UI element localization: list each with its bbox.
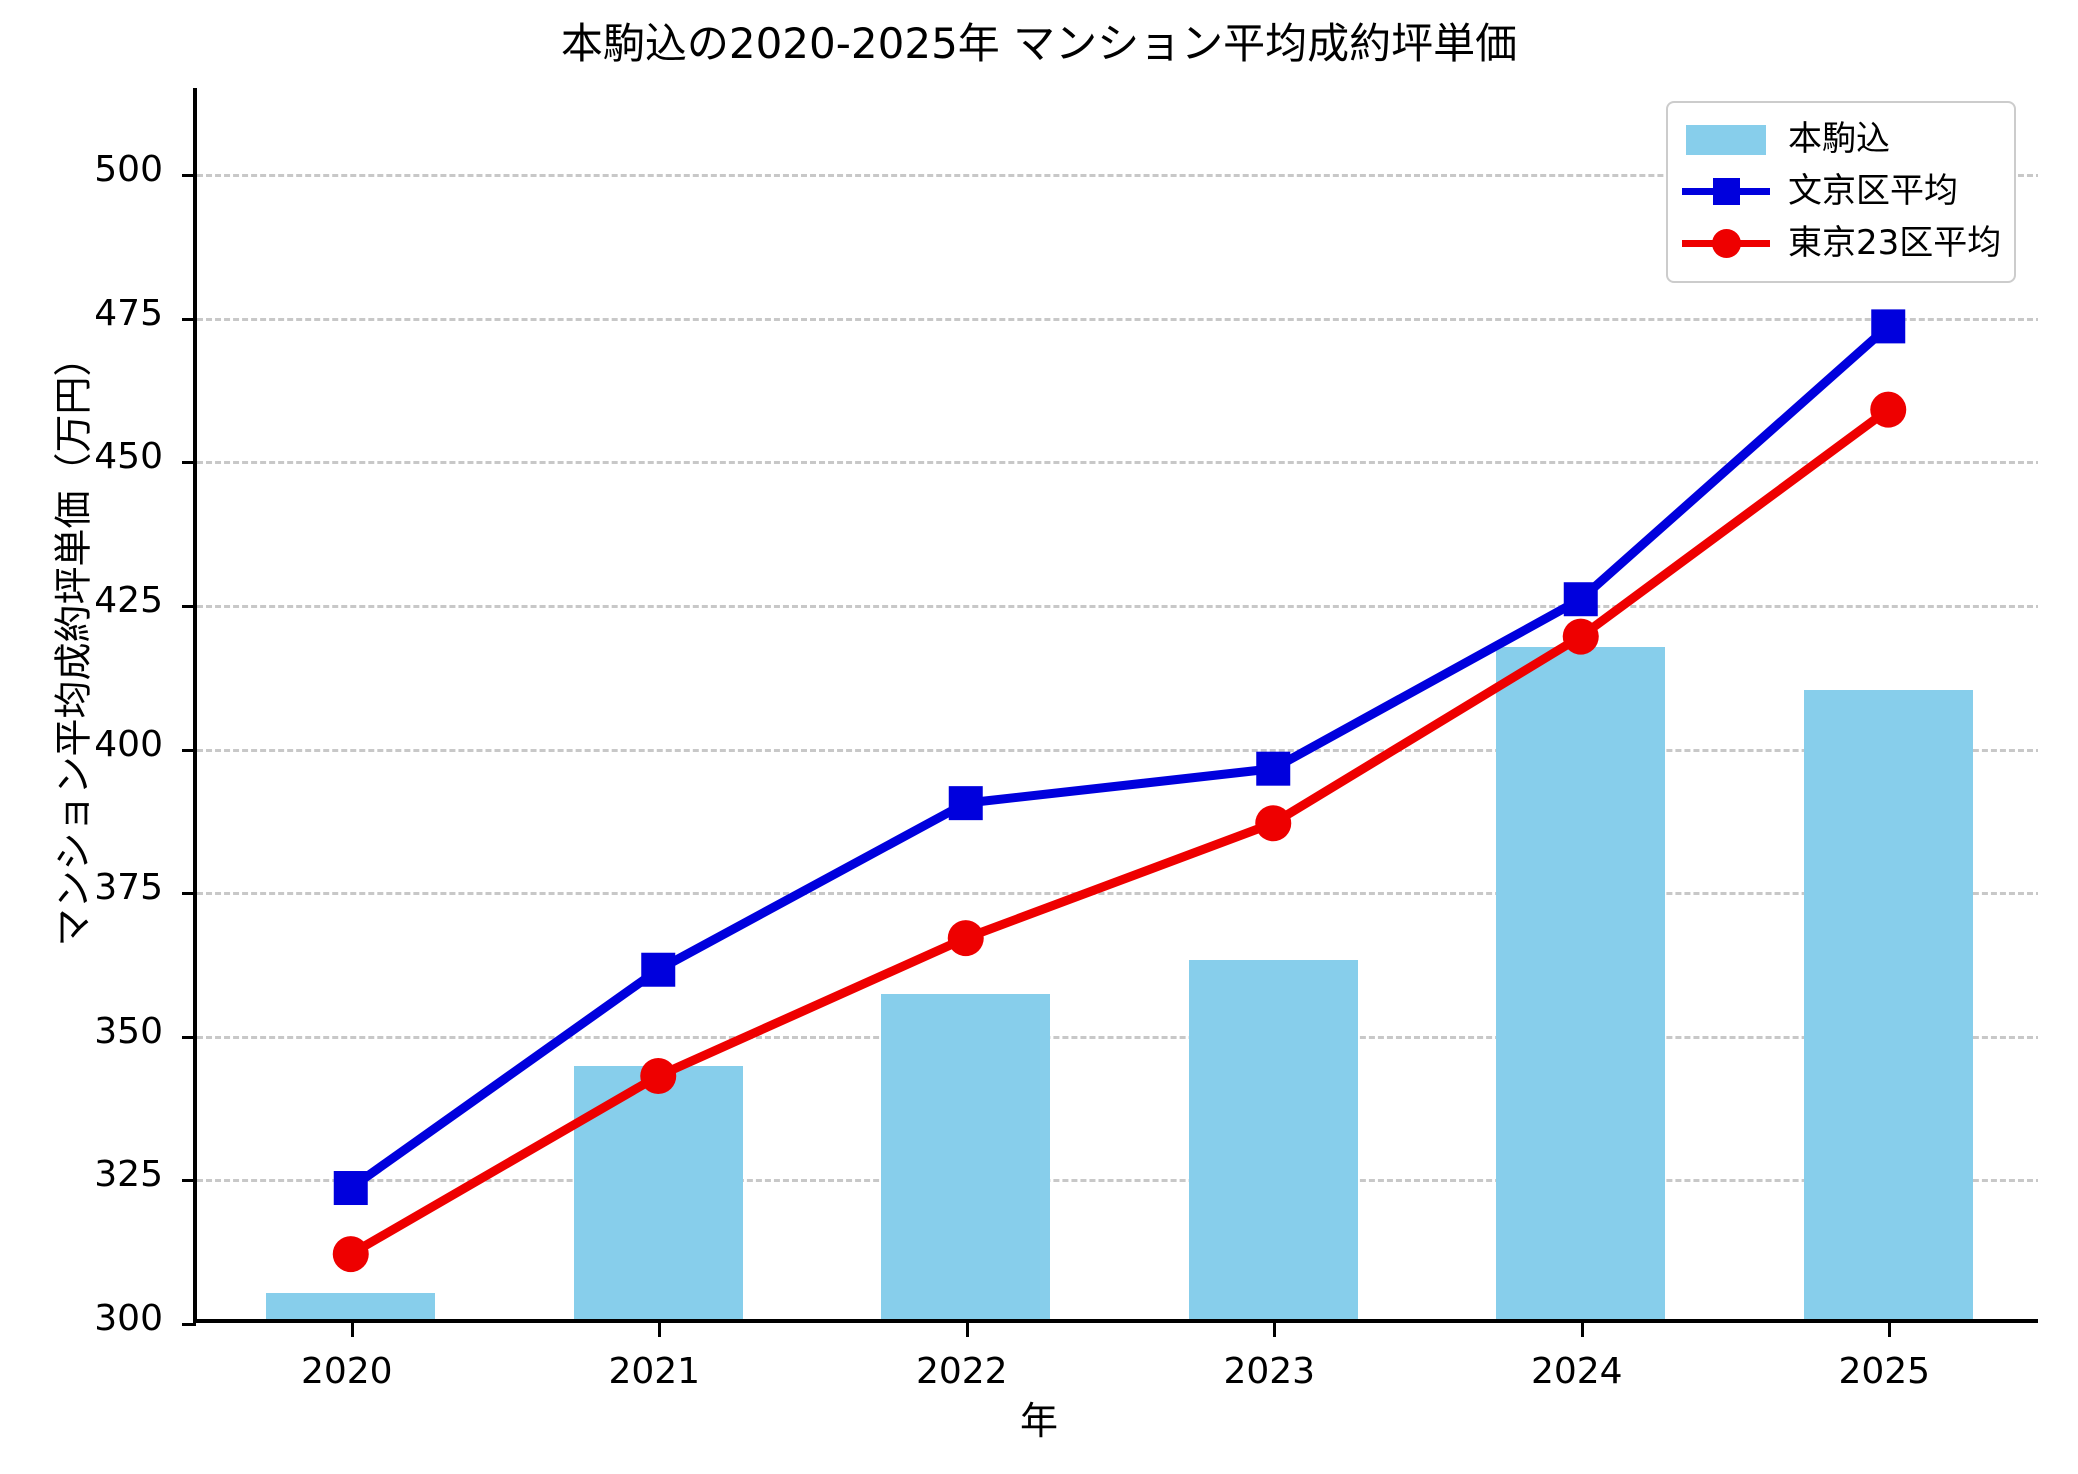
y-tick-mark — [182, 461, 196, 465]
y-tick-label: 375 — [94, 867, 163, 909]
y-tick-label: 450 — [94, 436, 163, 478]
y-tick-mark — [182, 748, 196, 752]
y-tick-label: 400 — [94, 723, 163, 765]
y-tick-mark — [182, 1035, 196, 1039]
y-tick-mark — [182, 1179, 196, 1183]
gridline — [197, 461, 2038, 465]
square-marker — [948, 786, 983, 821]
circle-marker — [1255, 805, 1292, 842]
plot-area — [182, 88, 2038, 1337]
chart-legend: 本駒込 文京区平均 東京23区平均 — [1666, 101, 2016, 283]
square-marker — [1871, 309, 1906, 344]
y-tick-label: 350 — [94, 1010, 163, 1052]
x-axis-label: 年 — [1019, 1399, 1058, 1443]
x-tick-label: 2024 — [1530, 1351, 1623, 1392]
legend-swatch-tokyo23 — [1682, 223, 1770, 263]
square-marker-icon — [1713, 178, 1740, 205]
chart-title: 本駒込の2020-2025年 マンション平均成約坪単価 — [560, 19, 1518, 68]
x-tick-mark — [1888, 1323, 1892, 1337]
circle-marker — [947, 920, 984, 957]
square-marker — [1563, 582, 1598, 617]
y-axis-label: マンション平均成約坪単価（万円） — [51, 338, 96, 947]
circle-marker — [332, 1236, 369, 1273]
plot-clip — [197, 88, 2038, 1319]
legend-item-bunkyo[interactable]: 文京区平均 — [1682, 165, 2000, 217]
line-path — [346, 405, 1893, 1259]
square-marker — [641, 952, 676, 987]
x-tick-mark — [1273, 1323, 1277, 1337]
x-tick-label: 2025 — [1838, 1351, 1931, 1392]
gridline — [197, 174, 2038, 178]
y-tick-label: 500 — [94, 149, 163, 191]
y-tick-mark — [182, 174, 196, 178]
gridline — [197, 1035, 2038, 1039]
gridline — [197, 1179, 2038, 1183]
x-tick-mark — [658, 1323, 662, 1337]
legend-label-1: 文京区平均 — [1788, 171, 1958, 211]
y-tick-label: 425 — [94, 579, 163, 621]
legend-label-0: 本駒込 — [1788, 119, 1890, 159]
legend-item-bar[interactable]: 本駒込 — [1682, 113, 2000, 165]
y-tick-mark — [182, 892, 196, 896]
legend-swatch-bar — [1682, 119, 1770, 159]
gridline — [197, 748, 2038, 752]
bar — [881, 994, 1051, 1319]
y-tick-mark — [182, 317, 196, 321]
y-tick-label: 325 — [94, 1154, 163, 1196]
x-tick-label: 2021 — [608, 1351, 701, 1392]
line-series-group — [332, 309, 1907, 1273]
square-marker — [333, 1171, 368, 1206]
x-tick-mark — [1580, 1323, 1584, 1337]
x-tick-label: 2023 — [1223, 1351, 1316, 1392]
y-tick-mark — [182, 1323, 196, 1326]
gridline — [197, 604, 2038, 608]
x-tick-label: 2020 — [300, 1351, 393, 1392]
y-tick-label: 300 — [94, 1298, 163, 1339]
x-tick-mark — [965, 1323, 969, 1337]
circle-marker — [1562, 618, 1599, 655]
legend-swatch-bunkyo — [1682, 171, 1770, 211]
bar — [1496, 646, 1666, 1319]
y-tick-label: 475 — [94, 292, 163, 334]
square-marker — [1256, 751, 1291, 786]
legend-label-2: 東京23区平均 — [1788, 223, 2002, 263]
legend-item-tokyo23[interactable]: 東京23区平均 — [1682, 217, 2002, 269]
x-tick-label: 2022 — [915, 1351, 1008, 1392]
gridline — [197, 317, 2038, 321]
circle-marker — [640, 1058, 677, 1094]
bar — [1803, 690, 1973, 1319]
y-tick-mark — [182, 604, 196, 608]
circle-marker-icon — [1712, 229, 1741, 258]
line-path — [346, 321, 1893, 1193]
x-tick-mark — [350, 1323, 354, 1337]
gridline — [197, 892, 2038, 896]
bar — [1188, 960, 1358, 1319]
bar-swatch-icon — [1686, 125, 1766, 155]
circle-marker — [1870, 391, 1907, 428]
bar — [266, 1293, 436, 1319]
